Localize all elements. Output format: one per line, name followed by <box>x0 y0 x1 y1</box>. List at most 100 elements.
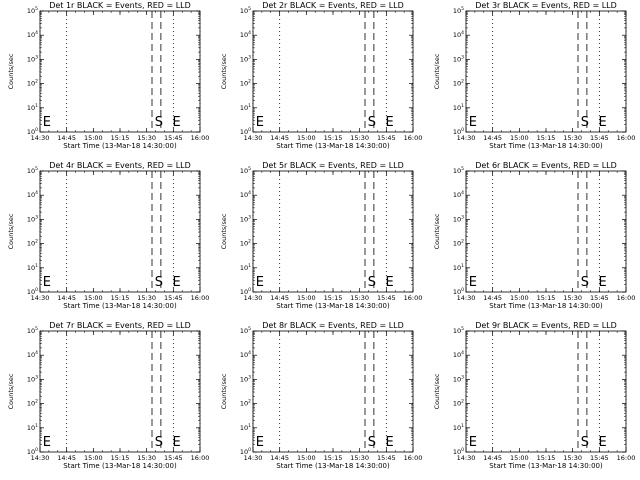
y-tick-label: 102 <box>27 79 38 88</box>
x-tick-label: 15:30 <box>137 454 156 462</box>
panel-title: Det 1r BLACK = Events, RED = LLD <box>49 1 191 10</box>
interval-marker: S <box>368 115 376 130</box>
x-tick-label: 15:45 <box>377 454 396 462</box>
y-tick-label: 100 <box>27 287 38 296</box>
y-tick-label: 105 <box>453 166 464 175</box>
interval-marker: S <box>581 275 589 290</box>
panel-title: Det 7r BLACK = Events, RED = LLD <box>49 321 191 330</box>
y-axis-label: Counts/sec <box>433 373 441 409</box>
y-tick-label: 100 <box>453 287 464 296</box>
x-tick-label: 15:00 <box>297 134 316 142</box>
y-tick-label: 103 <box>27 374 38 383</box>
x-tick-label: 15:30 <box>350 454 369 462</box>
y-axis-label: Counts/sec <box>7 373 15 409</box>
panel-chart-svg: Det 6r BLACK = Events, RED = LLD 100 101 10… <box>433 161 636 310</box>
y-tick-label: 103 <box>453 214 464 223</box>
interval-marker: E <box>599 115 607 130</box>
x-tick-label: 14:30 <box>31 454 50 462</box>
x-tick-label: 15:15 <box>537 454 556 462</box>
y-tick-label: 104 <box>240 350 251 359</box>
x-axis-label: Start Time (13-Mar-18 14:30:00) <box>489 302 603 310</box>
x-tick-label: 16:00 <box>617 134 636 142</box>
y-tick-label: 102 <box>240 399 251 408</box>
x-tick-label: 15:00 <box>84 454 103 462</box>
interval-marker: E <box>173 275 181 290</box>
x-tick-label: 14:45 <box>483 134 502 142</box>
x-tick-label: 14:45 <box>57 294 76 302</box>
x-tick-label: 15:30 <box>137 294 156 302</box>
y-axis-label: Counts/sec <box>220 53 228 89</box>
y-tick-label: 103 <box>27 54 38 63</box>
x-tick-label: 16:00 <box>617 294 636 302</box>
y-tick-label: 103 <box>453 374 464 383</box>
y-tick-label: 105 <box>27 166 38 175</box>
x-tick-label: 15:30 <box>350 294 369 302</box>
panel-title: Det 2r BLACK = Events, RED = LLD <box>262 1 404 10</box>
plot-frame <box>465 10 627 133</box>
detector-panel: Det 9r BLACK = Events, RED = LLD 100 101 10… <box>426 320 639 480</box>
y-tick-label: 101 <box>240 103 251 112</box>
x-tick-label: 14:30 <box>31 294 50 302</box>
x-tick-label: 14:30 <box>457 454 476 462</box>
x-tick-label: 15:15 <box>324 134 343 142</box>
y-tick-label: 102 <box>453 399 464 408</box>
interval-marker: S <box>155 115 163 130</box>
x-tick-label: 15:45 <box>590 294 609 302</box>
x-tick-label: 15:45 <box>164 294 183 302</box>
x-tick-label: 14:45 <box>57 454 76 462</box>
x-tick-label: 16:00 <box>404 134 423 142</box>
x-tick-label: 15:30 <box>563 294 582 302</box>
x-tick-label: 15:45 <box>590 134 609 142</box>
x-tick-label: 15:00 <box>297 454 316 462</box>
x-tick-label: 15:45 <box>164 134 183 142</box>
interval-marker: E <box>256 435 264 450</box>
panel-title: Det 9r BLACK = Events, RED = LLD <box>475 321 617 330</box>
panel-chart-svg: Det 8r BLACK = Events, RED = LLD 100 101 10… <box>220 321 422 470</box>
y-tick-label: 104 <box>453 30 464 39</box>
x-tick-label: 15:45 <box>377 134 396 142</box>
interval-marker: S <box>581 435 589 450</box>
interval-marker: E <box>386 275 394 290</box>
x-tick-label: 15:45 <box>164 454 183 462</box>
detector-panel: Det 7r BLACK = Events, RED = LLD 100 101 10… <box>0 320 213 480</box>
y-tick-label: 104 <box>240 190 251 199</box>
y-axis-label: Counts/sec <box>433 53 441 89</box>
panel-chart-svg: Det 1r BLACK = Events, RED = LLD 100 101 10… <box>7 1 210 150</box>
x-tick-label: 14:45 <box>270 454 289 462</box>
x-tick-label: 15:00 <box>84 134 103 142</box>
x-tick-label: 15:15 <box>324 294 343 302</box>
interval-marker: E <box>173 435 181 450</box>
x-tick-label: 16:00 <box>191 134 210 142</box>
y-axis-label: Counts/sec <box>220 373 228 409</box>
panel-title: Det 4r BLACK = Events, RED = LLD <box>49 161 191 170</box>
y-tick-label: 104 <box>453 350 464 359</box>
panel-chart-svg: Det 4r BLACK = Events, RED = LLD 100 101 10… <box>7 161 209 310</box>
x-tick-label: 15:30 <box>563 454 582 462</box>
y-tick-label: 105 <box>240 326 251 335</box>
interval-marker: S <box>368 275 376 290</box>
panel-chart-svg: Det 5r BLACK = Events, RED = LLD 100 101 10… <box>220 161 422 310</box>
x-axis-label: Start Time (13-Mar-18 14:30:00) <box>63 142 177 150</box>
x-axis-label: Start Time (13-Mar-18 14:30:00) <box>489 142 603 150</box>
plot-frame <box>252 170 414 293</box>
detector-panel: Det 1r BLACK = Events, RED = LLD 100 101 10… <box>0 0 213 160</box>
interval-marker: E <box>469 275 477 290</box>
y-tick-label: 102 <box>240 239 251 248</box>
x-tick-label: 14:45 <box>483 294 502 302</box>
y-tick-label: 100 <box>453 127 464 136</box>
y-tick-label: 101 <box>453 423 464 432</box>
x-tick-label: 15:30 <box>350 134 369 142</box>
x-tick-label: 15:45 <box>590 454 609 462</box>
y-tick-label: 101 <box>27 263 38 272</box>
x-tick-label: 14:45 <box>270 294 289 302</box>
x-tick-label: 14:45 <box>57 134 76 142</box>
interval-marker: E <box>386 115 394 130</box>
x-tick-label: 15:15 <box>537 134 556 142</box>
x-tick-label: 15:15 <box>111 294 130 302</box>
x-tick-label: 14:45 <box>270 134 289 142</box>
y-axis-label: Counts/sec <box>433 213 441 249</box>
y-tick-label: 102 <box>240 79 251 88</box>
interval-marker: E <box>469 115 477 130</box>
interval-marker: E <box>43 115 51 130</box>
plot-frame <box>252 330 414 453</box>
